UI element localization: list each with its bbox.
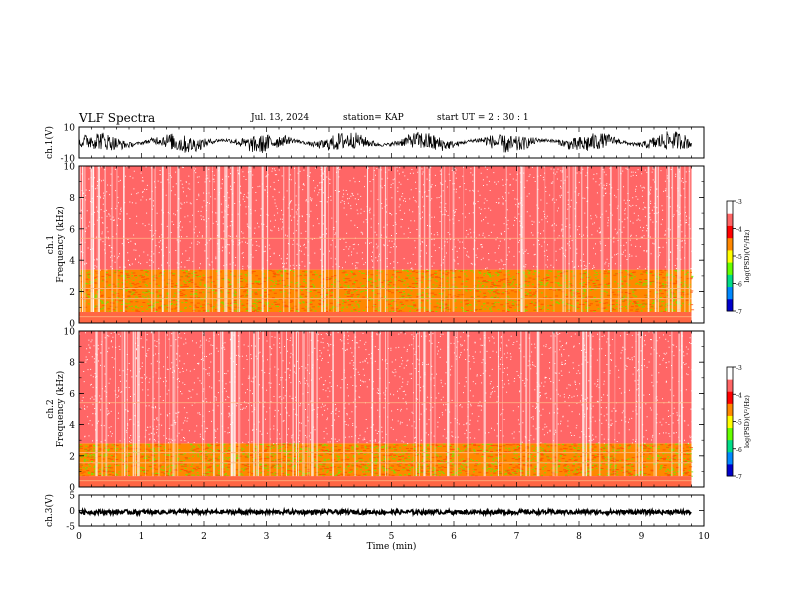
y-tick-label: 5 [69, 492, 75, 502]
colorbar-tick-label: -7 [736, 474, 742, 481]
figure-title: VLF Spectra [79, 111, 156, 125]
colorbar-segment [727, 249, 733, 263]
date-label: Jul. 13, 2024 [251, 113, 310, 123]
y-axis-label-frequency: Frequency (kHz) [55, 371, 66, 448]
y-tick-label: 10 [64, 163, 76, 173]
colorbar-tick-label: -4 [736, 392, 742, 399]
y-tick-label: 2 [69, 452, 75, 462]
colorbar-segment [727, 274, 733, 288]
x-tick-label: 1 [139, 532, 145, 542]
y-tick-label: 6 [69, 390, 75, 400]
y-tick-label: 0 [69, 484, 75, 494]
x-tick-label: 10 [698, 532, 710, 542]
colorbar-tick-label: -3 [736, 365, 742, 372]
spectrogram-low-strip [79, 312, 692, 323]
colorbar-segment [727, 237, 733, 251]
y-tick-label: 10 [64, 124, 76, 134]
x-tick-label: 0 [76, 532, 82, 542]
colorbar-segment [727, 367, 733, 380]
spectrogram-speckle-green [79, 443, 694, 477]
colorbar-segment [727, 379, 733, 392]
y-tick-label: 0 [69, 507, 75, 517]
colorbar-tick-label: -5 [736, 420, 742, 427]
ch1-waveform [78, 131, 692, 154]
x-tick-label: 4 [326, 532, 332, 542]
station-label: station= KAP [343, 113, 404, 123]
y-tick-label: 2 [69, 288, 75, 298]
colorbar-tick-label: -5 [736, 254, 742, 261]
colorbar-segment [727, 225, 733, 239]
colorbar-segment [727, 439, 733, 453]
x-tick-label: 5 [389, 532, 395, 542]
x-tick-label: 7 [514, 532, 520, 542]
y-axis-label-frequency: Frequency (kHz) [55, 206, 66, 283]
y-tick-label: 0 [69, 320, 75, 330]
colorbar-segment [727, 427, 733, 441]
y-tick-label: 8 [69, 359, 75, 369]
ch3-waveform [78, 506, 692, 518]
colorbar-segment [727, 298, 733, 312]
start-time-label: start UT = 2 : 30 : 1 [437, 113, 529, 123]
y-tick-label: -5 [66, 523, 75, 533]
y-axis-label: ch.1(V) [44, 126, 55, 159]
y-axis-label-ch: ch.1 [46, 235, 56, 254]
y-axis-label: ch.3(V) [44, 494, 55, 527]
colorbar-tick-label: -4 [736, 227, 742, 234]
x-tick-label: 2 [201, 532, 207, 542]
y-axis-label-ch: ch.2 [46, 399, 56, 418]
colorbar-segment [727, 403, 733, 416]
colorbar-tick-label: -3 [736, 199, 742, 206]
spectrogram-ch2 [79, 331, 694, 487]
colorbar-tick-label: -7 [736, 309, 742, 316]
y-tick-label: 10 [64, 328, 76, 338]
spectrogram-speckle-white [79, 166, 693, 271]
spectrogram-speckle-green [79, 269, 694, 313]
colorbar-segment [727, 415, 733, 429]
colorbar-segment [727, 262, 733, 275]
colorbar-segment [727, 463, 733, 477]
spectrogram-low-strip [79, 476, 692, 487]
spectrogram-ch1 [79, 166, 695, 323]
x-tick-label: 9 [639, 532, 645, 542]
colorbar-segment [727, 451, 733, 465]
colorbar-segment [727, 201, 733, 214]
x-tick-label: 8 [576, 532, 582, 542]
y-tick-label: -10 [61, 155, 76, 165]
x-axis-label: Time (min) [367, 541, 417, 552]
x-tick-label: 6 [451, 532, 457, 542]
colorbar-tick-label: -6 [736, 282, 742, 289]
y-tick-label: 4 [69, 257, 75, 267]
colorbar-tick-label: -6 [736, 447, 742, 454]
y-tick-label: 8 [69, 194, 75, 204]
y-tick-label: 6 [69, 225, 75, 235]
y-tick-label: 4 [69, 421, 75, 431]
colorbar-segment [727, 213, 733, 226]
colorbar-label: log(PSD)(V²/Hz) [743, 229, 751, 282]
colorbar-label: log(PSD)(V²/Hz) [743, 395, 751, 448]
colorbar-segment [727, 391, 733, 404]
colorbar-segment [727, 286, 733, 300]
x-tick-label: 3 [264, 532, 270, 542]
